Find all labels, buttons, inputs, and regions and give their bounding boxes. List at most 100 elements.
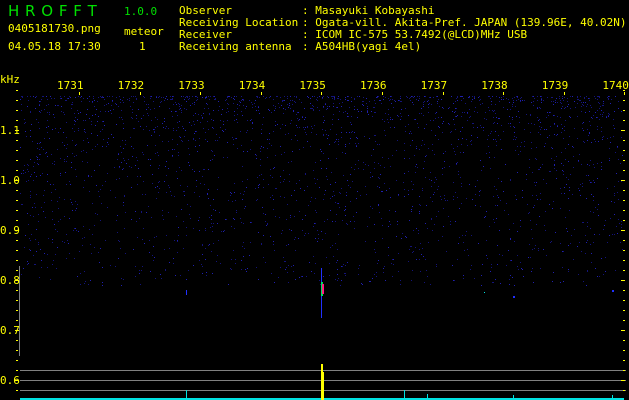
noise-dot bbox=[390, 224, 391, 225]
noise-dot bbox=[510, 180, 511, 181]
noise-dot bbox=[199, 217, 200, 218]
noise-dot bbox=[167, 99, 168, 100]
noise-dot bbox=[46, 105, 47, 106]
noise-dot bbox=[111, 113, 112, 114]
noise-dot bbox=[493, 123, 494, 124]
noise-dot bbox=[206, 96, 207, 97]
noise-dot bbox=[426, 270, 427, 271]
noise-dot bbox=[256, 110, 257, 111]
noise-dot bbox=[481, 127, 482, 128]
noise-dot bbox=[356, 198, 357, 199]
x-tick bbox=[200, 92, 201, 95]
noise-dot bbox=[617, 147, 618, 148]
noise-dot bbox=[138, 109, 139, 110]
noise-dot bbox=[47, 132, 48, 133]
noise-dot bbox=[389, 210, 390, 211]
noise-dot bbox=[614, 202, 615, 203]
noise-dot bbox=[274, 250, 275, 251]
noise-dot bbox=[608, 113, 609, 114]
noise-dot bbox=[546, 255, 547, 256]
noise-dot bbox=[539, 169, 540, 170]
noise-dot bbox=[547, 97, 548, 98]
noise-dot bbox=[486, 153, 487, 154]
noise-dot bbox=[283, 257, 284, 258]
noise-dot bbox=[54, 117, 55, 118]
noise-dot bbox=[589, 132, 590, 133]
noise-dot bbox=[56, 268, 57, 269]
noise-dot bbox=[541, 99, 542, 100]
noise-dot bbox=[265, 214, 266, 215]
noise-dot bbox=[325, 190, 326, 191]
noise-dot bbox=[412, 252, 413, 253]
noise-dot bbox=[369, 217, 370, 218]
noise-dot bbox=[370, 206, 371, 207]
noise-dot bbox=[545, 230, 546, 231]
noise-dot bbox=[76, 230, 77, 231]
noise-dot bbox=[431, 218, 432, 219]
noise-dot bbox=[434, 154, 435, 155]
noise-dot bbox=[285, 125, 286, 126]
noise-dot bbox=[181, 96, 182, 97]
noise-dot bbox=[350, 221, 351, 222]
noise-dot bbox=[154, 257, 155, 258]
noise-dot bbox=[297, 112, 298, 113]
noise-dot bbox=[425, 156, 426, 157]
noise-dot bbox=[114, 167, 115, 168]
noise-dot bbox=[291, 266, 292, 267]
noise-dot bbox=[44, 253, 45, 254]
noise-dot bbox=[180, 185, 181, 186]
noise-dot bbox=[538, 248, 539, 249]
noise-dot bbox=[343, 264, 344, 265]
noise-dot bbox=[350, 138, 351, 139]
noise-dot bbox=[473, 123, 474, 124]
noise-dot bbox=[348, 116, 349, 117]
noise-dot bbox=[328, 97, 329, 98]
noise-dot bbox=[583, 122, 584, 123]
noise-dot bbox=[233, 103, 234, 104]
noise-dot bbox=[33, 216, 34, 217]
noise-dot bbox=[261, 146, 262, 147]
noise-dot bbox=[178, 103, 179, 104]
noise-dot bbox=[67, 144, 68, 145]
noise-dot bbox=[324, 194, 325, 195]
noise-dot bbox=[148, 159, 149, 160]
noise-dot bbox=[199, 145, 200, 146]
noise-dot bbox=[412, 206, 413, 207]
noise-dot bbox=[495, 139, 496, 140]
noise-dot bbox=[91, 133, 92, 134]
noise-dot bbox=[296, 200, 297, 201]
noise-dot bbox=[30, 159, 31, 160]
y-tick bbox=[16, 340, 18, 341]
noise-dot bbox=[116, 104, 117, 105]
noise-dot bbox=[144, 243, 145, 244]
noise-dot bbox=[52, 211, 53, 212]
noise-dot bbox=[97, 214, 98, 215]
noise-dot bbox=[546, 117, 547, 118]
noise-dot bbox=[618, 219, 619, 220]
noise-dot bbox=[272, 195, 273, 196]
noise-dot bbox=[28, 171, 29, 172]
noise-dot bbox=[551, 101, 552, 102]
noise-dot bbox=[212, 273, 213, 274]
noise-dot bbox=[457, 100, 458, 101]
noise-dot bbox=[194, 124, 195, 125]
noise-dot bbox=[242, 166, 243, 167]
noise-dot bbox=[102, 129, 103, 130]
noise-dot bbox=[590, 211, 591, 212]
noise-dot bbox=[510, 238, 511, 239]
noise-dot bbox=[594, 96, 595, 97]
noise-dot bbox=[24, 123, 25, 124]
noise-dot bbox=[472, 123, 473, 124]
noise-dot bbox=[156, 97, 157, 98]
noise-dot bbox=[548, 115, 549, 116]
noise-dot bbox=[608, 96, 609, 97]
noise-dot bbox=[498, 197, 499, 198]
noise-dot bbox=[313, 109, 314, 110]
noise-dot bbox=[379, 212, 380, 213]
noise-dot bbox=[205, 97, 206, 98]
noise-dot bbox=[47, 181, 48, 182]
noise-dot bbox=[213, 223, 214, 224]
x-tick-label: 1736 bbox=[360, 79, 387, 92]
noise-dot bbox=[499, 230, 500, 231]
noise-dot bbox=[590, 182, 591, 183]
